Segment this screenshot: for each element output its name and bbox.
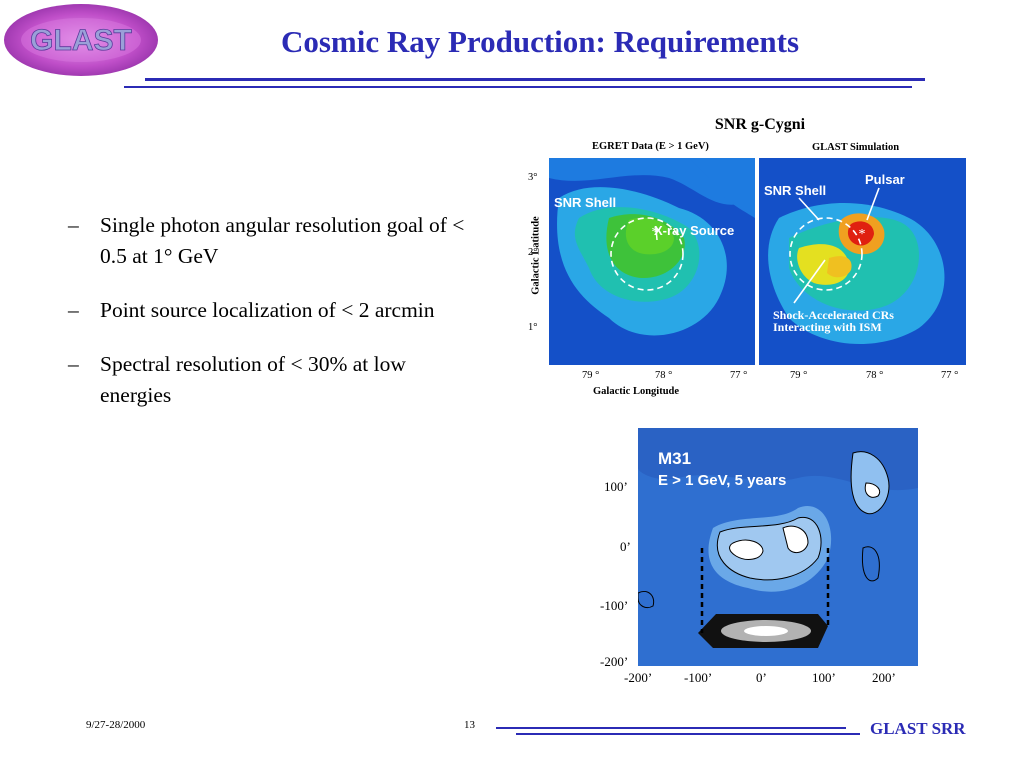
snr-x-tick: 78 ° xyxy=(655,370,673,381)
snr-x-tick: 79 ° xyxy=(790,370,808,381)
bullet-dash: – xyxy=(68,352,79,376)
bullet-dash: – xyxy=(68,298,79,322)
title-divider xyxy=(145,78,925,81)
snr-x-tick: 77 ° xyxy=(941,370,959,381)
shock-annotation-line2: Interacting with ISM xyxy=(773,320,882,334)
m31-label: M31 xyxy=(658,449,691,468)
glast-sim-panel-title: GLAST Simulation xyxy=(812,142,900,153)
xray-annotation: X-ray Source xyxy=(654,223,734,238)
m31-energy-label: E > 1 GeV, 5 years xyxy=(658,472,786,489)
m31-y-tick: -100’ xyxy=(600,598,629,613)
footer-date: 9/27-28/2000 xyxy=(86,719,146,731)
egret-map-image: X-ray Source SNR Shell * xyxy=(549,158,755,365)
snr-y-tick: 3° xyxy=(528,172,538,183)
shock-annotation-line1: Shock-Accelerated CRs xyxy=(773,308,894,322)
snr-shell-annotation: SNR Shell xyxy=(764,183,826,198)
bullet-item: – Point source localization of < 2 arcmi… xyxy=(68,295,468,326)
m31-map-image: M31 E > 1 GeV, 5 years xyxy=(638,428,918,666)
footer-brand: GLAST SRR xyxy=(870,719,966,738)
footer-divider xyxy=(496,727,846,729)
snr-x-axis-label: Galactic Longitude xyxy=(593,386,680,397)
snr-shell-annotation: SNR Shell xyxy=(554,195,616,210)
snr-figure-caption: SNR g-Cygni xyxy=(714,116,806,133)
svg-text:GLAST: GLAST xyxy=(30,24,132,57)
glast-logo: GLAST xyxy=(4,4,158,76)
pulsar-annotation: Pulsar xyxy=(865,172,905,187)
egret-panel-title: EGRET Data (E > 1 GeV) xyxy=(592,141,709,152)
m31-y-tick: -200’ xyxy=(600,654,629,669)
title-divider-secondary xyxy=(124,86,912,88)
m31-x-tick: -100’ xyxy=(684,670,713,685)
m31-x-tick: 100’ xyxy=(812,670,836,685)
snr-x-tick: 78 ° xyxy=(866,370,884,381)
footer-page-number: 13 xyxy=(464,719,475,731)
bullet-text: Single photon angular resolution goal of… xyxy=(100,213,465,268)
m31-x-tick: 200’ xyxy=(872,670,896,685)
bullet-item: – Spectral resolution of < 30% at low en… xyxy=(68,349,468,411)
m31-y-tick: 100’ xyxy=(604,479,628,494)
m31-x-tick: 0’ xyxy=(756,670,767,685)
page-title: Cosmic Ray Production: Requirements xyxy=(280,24,800,59)
footer-divider-secondary xyxy=(516,733,860,735)
snr-x-tick: 79 ° xyxy=(582,370,600,381)
bullet-dash: – xyxy=(68,213,79,237)
source-marker: * xyxy=(652,225,659,240)
glast-simulation-map-image: * SNR Shell Pulsar Shock-Accelerated CRs… xyxy=(759,158,966,365)
snr-x-tick: 77 ° xyxy=(730,370,748,381)
bullet-list: – Single photon angular resolution goal … xyxy=(68,210,468,434)
snr-y-tick: 2° xyxy=(528,247,538,258)
snr-y-tick: 1° xyxy=(528,322,538,333)
pulsar-marker: * xyxy=(859,227,866,242)
bullet-text: Point source localization of < 2 arcmin xyxy=(100,298,435,322)
m31-x-tick: -200’ xyxy=(624,670,653,685)
bullet-item: – Single photon angular resolution goal … xyxy=(68,210,468,272)
bullet-text: Spectral resolution of < 30% at low ener… xyxy=(100,352,406,407)
m31-y-tick: 0’ xyxy=(620,539,631,554)
